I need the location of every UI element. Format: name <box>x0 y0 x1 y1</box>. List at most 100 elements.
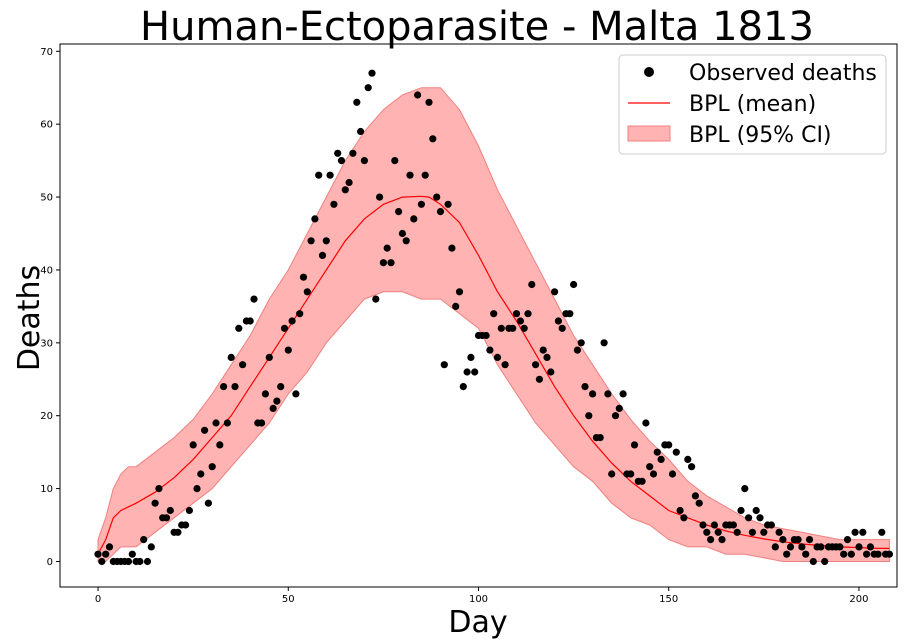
observed-point <box>326 171 334 179</box>
observed-point <box>284 346 292 354</box>
observed-point <box>786 543 795 551</box>
observed-point <box>429 135 437 143</box>
observed-point <box>566 310 574 318</box>
observed-point <box>490 310 498 318</box>
legend-observed-label: Observed deaths <box>689 61 877 86</box>
observed-point <box>585 412 593 420</box>
observed-point <box>349 149 357 157</box>
observed-point <box>657 455 665 463</box>
observed-point <box>779 536 787 544</box>
observed-point <box>851 528 859 536</box>
observed-point <box>707 536 715 544</box>
y-tick-label: 10 <box>40 484 53 495</box>
observed-point <box>589 390 597 398</box>
observed-point <box>98 557 106 566</box>
chart-title: Human-Ectoparasite - Malta 1813 <box>140 4 814 50</box>
observed-point <box>406 171 414 179</box>
observed-point <box>330 200 338 208</box>
observed-point <box>391 157 399 165</box>
observed-point <box>292 390 300 398</box>
observed-point <box>155 485 163 493</box>
observed-point <box>866 543 875 551</box>
observed-point <box>733 528 741 536</box>
observed-point <box>805 536 814 544</box>
observed-point <box>798 543 806 551</box>
legend-observed-marker <box>644 67 654 77</box>
observed-point <box>497 324 505 332</box>
observed-point <box>467 353 475 361</box>
observed-point <box>863 550 871 558</box>
observed-point <box>665 441 673 449</box>
observed-point <box>193 485 201 493</box>
observed-point <box>535 375 544 383</box>
observed-point <box>166 506 174 515</box>
observed-point <box>417 200 425 208</box>
observed-point <box>231 383 239 391</box>
observed-point <box>509 324 517 332</box>
observed-point <box>710 521 719 529</box>
observed-point <box>303 288 311 296</box>
observed-point <box>741 485 749 493</box>
observed-point <box>691 492 700 500</box>
x-tick-label: 50 <box>282 594 295 605</box>
observed-point <box>859 528 867 536</box>
observed-point <box>809 557 817 566</box>
observed-point <box>383 244 391 252</box>
observed-point <box>878 528 886 536</box>
observed-point <box>265 353 273 361</box>
observed-point <box>151 499 159 507</box>
observed-point <box>840 550 848 558</box>
observed-point <box>124 557 133 566</box>
observed-point <box>288 317 296 325</box>
observed-point <box>581 383 589 391</box>
observed-point <box>128 550 136 558</box>
observed-point <box>239 361 247 369</box>
observed-point <box>600 339 608 347</box>
observed-point <box>162 514 171 522</box>
observed-point <box>105 543 114 551</box>
observed-point <box>528 280 536 289</box>
observed-point <box>676 506 684 515</box>
observed-point <box>387 259 395 267</box>
observed-point <box>459 383 467 391</box>
observed-point <box>471 368 479 376</box>
observed-point <box>212 419 220 427</box>
observed-point <box>771 543 779 551</box>
x-tick-label: 0 <box>95 594 101 605</box>
observed-point <box>322 237 330 245</box>
observed-point <box>318 251 327 259</box>
observed-point <box>227 353 235 361</box>
observed-point <box>197 470 205 478</box>
observed-point <box>543 353 551 361</box>
legend-ci-label: BPL (95% CI) <box>689 123 832 148</box>
observed-point <box>611 412 620 420</box>
observed-point <box>501 361 509 369</box>
observed-point <box>398 229 406 238</box>
observed-point <box>843 536 852 544</box>
observed-point <box>421 171 429 179</box>
observed-point <box>608 470 616 478</box>
observed-point <box>767 521 776 529</box>
observed-point <box>570 280 578 289</box>
observed-point <box>261 390 269 398</box>
observed-point <box>246 317 254 325</box>
observed-point <box>775 528 783 536</box>
observed-point <box>136 557 144 566</box>
observed-point <box>619 390 627 398</box>
observed-point <box>756 514 764 522</box>
observed-point <box>220 383 228 391</box>
observed-point <box>455 288 464 296</box>
observed-point <box>737 506 745 515</box>
observed-point <box>596 434 604 442</box>
x-tick-label: 100 <box>469 594 488 605</box>
observed-point <box>364 84 372 92</box>
observed-point <box>855 543 863 551</box>
observed-point <box>189 441 197 449</box>
observed-point <box>208 463 216 471</box>
observed-point <box>353 98 361 106</box>
observed-point <box>729 521 738 529</box>
observed-point <box>680 514 688 522</box>
observed-point <box>532 361 540 369</box>
legend: Observed deaths BPL (mean) BPL (95% CI) <box>618 54 887 155</box>
